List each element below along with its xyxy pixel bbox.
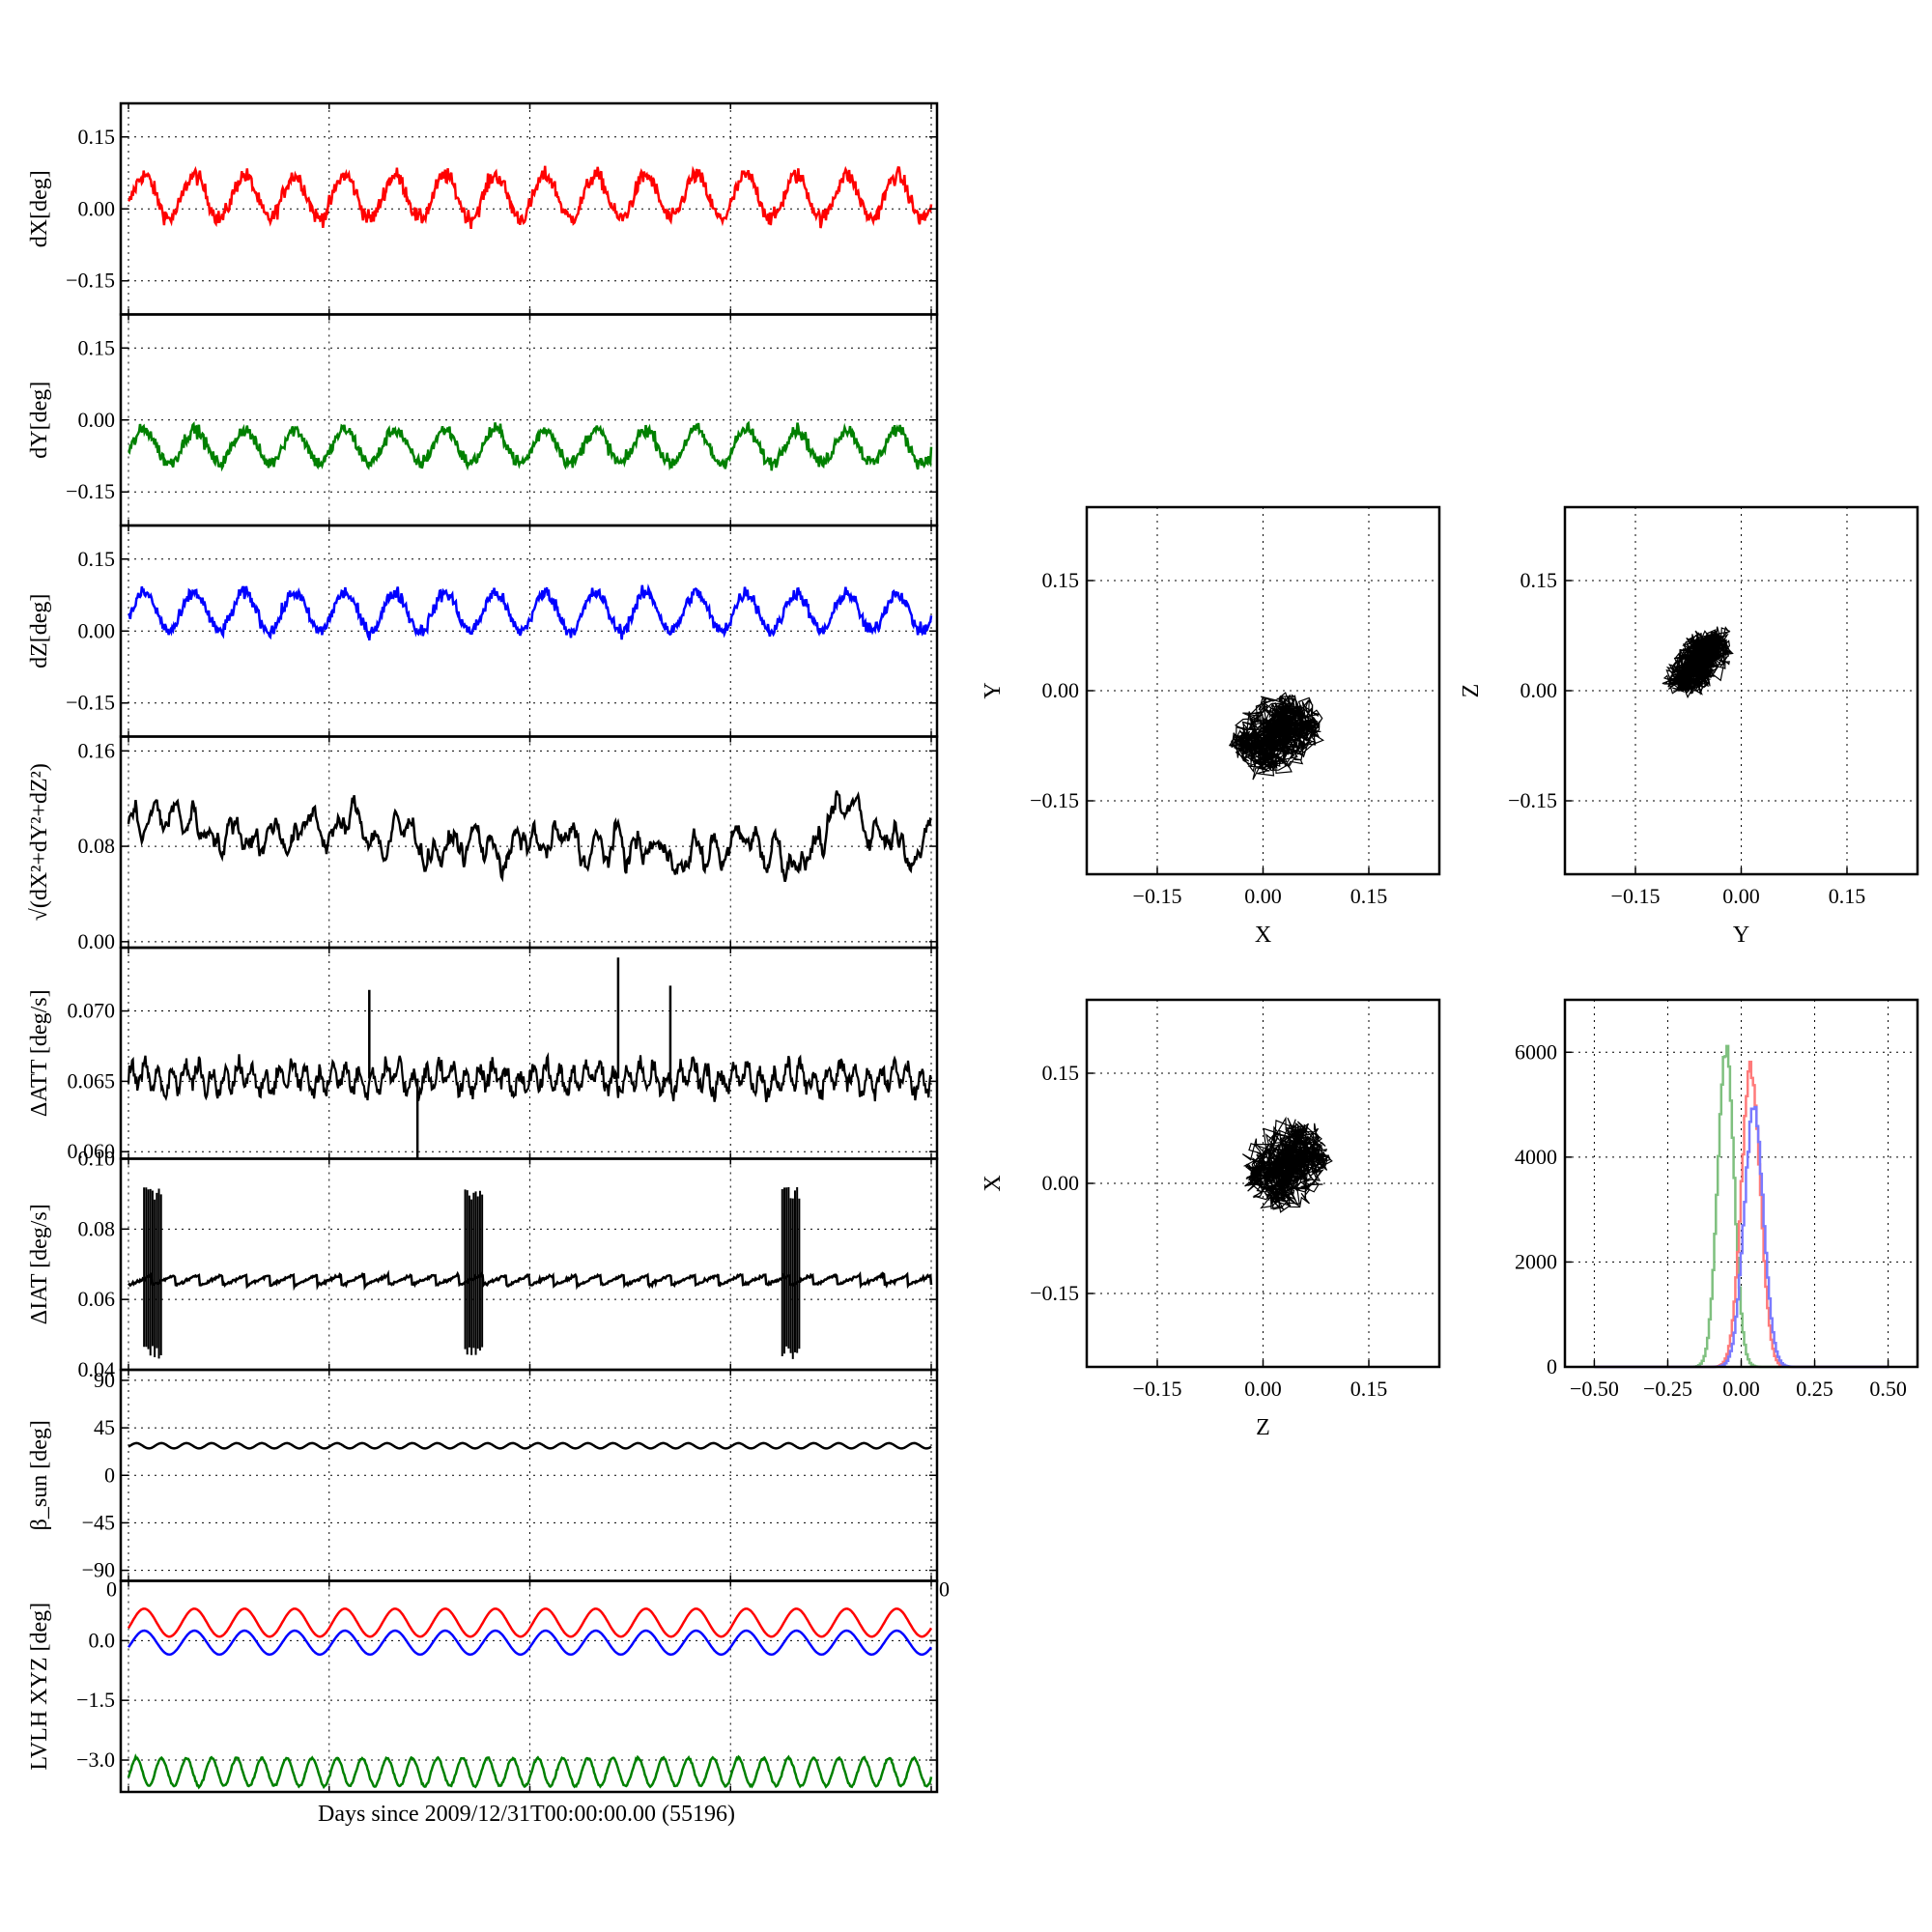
trajectory-path	[1241, 1116, 1333, 1213]
y-tick-label: 0.070	[68, 999, 116, 1023]
y-tick-label: 0.00	[78, 408, 116, 432]
y-tick-label: 0.0	[89, 1628, 116, 1652]
series-line-green	[128, 420, 933, 472]
y-tick-label: −45	[82, 1510, 115, 1534]
histogram-xyz: −0.50 −0.25 0.00 0.25 0.50 6000 4000 2000 0	[1515, 998, 1919, 1401]
axes-frame	[119, 1579, 939, 1794]
y-axis-label: ΔIAT [deg/s]	[27, 1204, 52, 1324]
x-tick-label: −0.25	[1643, 1377, 1692, 1401]
y-tick-label: 0.15	[78, 547, 116, 571]
y-axis-label: X	[980, 1175, 1006, 1191]
y-tick-label: 0.08	[78, 834, 116, 858]
plot-dr-magnitude: 0.16 0.08 0.00 √(dX²+dY²+dZ²)	[27, 735, 939, 953]
y-tick-label: 4000	[1515, 1145, 1557, 1169]
plot-dx: 0.15 0.00 −0.15 dX[deg]	[27, 101, 939, 316]
y-tick-label: 0.15	[1520, 568, 1558, 592]
y-tick-label: −0.15	[1508, 788, 1557, 812]
x-tick-label: −0.15	[1133, 1377, 1182, 1401]
y-tick-label: 0.15	[1042, 1061, 1080, 1085]
axes-frame	[119, 1157, 939, 1372]
y-axis-label: dZ[deg]	[27, 594, 52, 668]
y-tick-label: 45	[94, 1415, 115, 1439]
y-axis-label: √(dX²+dY²+dZ²)	[27, 763, 52, 921]
x-tick-label: 0.00	[1244, 1377, 1282, 1401]
scatter-x-vs-y: −0.15 0.00 0.15 0.15 0.00 −0.15 X Y	[980, 505, 1441, 948]
y-tick-label: 0.04	[78, 1357, 116, 1381]
y-axis-label: ΔATT [deg/s]	[27, 989, 52, 1117]
x-tick-label: 0.25	[1796, 1377, 1833, 1401]
y-tick-label: 0.00	[78, 929, 116, 953]
x-axis-label: X	[1255, 923, 1271, 948]
y-tick-label: 6000	[1515, 1039, 1557, 1064]
plot-beta-sun: 90 45 0 −45 −90 β_sun [deg]	[27, 1368, 939, 1582]
trajectory-path	[1228, 692, 1325, 781]
y-tick-label: −90	[82, 1558, 115, 1582]
series-line-black	[128, 1441, 932, 1450]
x-tick-label: −0.15	[1611, 884, 1661, 908]
series-line-blue	[127, 1629, 933, 1657]
y-tick-label: −0.15	[66, 479, 115, 503]
plot-dy: 0.15 0.00 −0.15 dY[deg]	[27, 313, 939, 527]
y-tick-label: 90	[94, 1368, 115, 1392]
y-tick-label: −3.0	[76, 1747, 115, 1772]
y-tick-label: 0.16	[78, 738, 116, 762]
y-axis-label: LVLH XYZ [deg]	[27, 1603, 52, 1771]
y-tick-label: 0.065	[68, 1068, 116, 1093]
plot-dz: 0.15 0.00 −0.15 dZ[deg]	[27, 524, 939, 738]
y-tick-label: 0.15	[78, 335, 116, 359]
y-tick-label: 0.00	[1042, 1171, 1080, 1195]
y-tick-label: −0.15	[66, 691, 115, 715]
y-tick-label: 0.15	[1042, 568, 1080, 592]
y-tick-label: 0.00	[78, 618, 116, 642]
y-tick-label: 0.00	[1520, 678, 1558, 702]
corner-label: 0	[106, 1577, 117, 1602]
x-axis-label: Z	[1256, 1415, 1270, 1440]
axes-frame	[119, 946, 939, 1160]
y-tick-label: −1.5	[76, 1688, 115, 1712]
y-tick-label: −0.15	[1030, 788, 1079, 812]
y-axis-label: dX[deg]	[27, 170, 52, 247]
y-tick-label: 0.06	[78, 1287, 116, 1311]
scatter-z-vs-x: −0.15 0.00 0.15 0.15 0.00 −0.15 Z X	[980, 998, 1441, 1440]
x-tick-label: 0.00	[1722, 884, 1760, 908]
y-axis-label: Z	[1459, 684, 1484, 698]
series-line-green	[127, 1753, 933, 1790]
y-tick-label: 0.060	[68, 1139, 116, 1163]
y-tick-label: 0	[104, 1463, 115, 1487]
y-tick-label: 2000	[1515, 1249, 1557, 1273]
x-axis-label: Days since 2009/12/31T00:00:00.00 (55196…	[318, 1802, 735, 1827]
series-line-black	[127, 1052, 933, 1103]
trajectory-path	[1662, 626, 1734, 699]
series-line-blue	[128, 583, 933, 641]
plot-delta-att: 0.070 0.065 0.060 ΔATT [deg/s]	[27, 946, 939, 1163]
x-axis-label: Y	[1733, 923, 1749, 948]
x-tick-label: 0.15	[1350, 884, 1388, 908]
series-line-red	[128, 165, 933, 230]
y-tick-label: 0.00	[1042, 678, 1080, 702]
y-tick-label: 0.10	[78, 1147, 116, 1171]
plot-delta-iat: 0.10 0.08 0.06 0.04 ΔIAT [deg/s]	[27, 1147, 939, 1381]
y-axis-label: β_sun [deg]	[27, 1420, 52, 1530]
y-tick-label: 0.08	[78, 1216, 116, 1240]
series-line-red	[127, 1607, 933, 1638]
x-tick-label: 0.15	[1829, 884, 1866, 908]
x-tick-label: −0.15	[1133, 884, 1182, 908]
y-tick-label: −0.15	[66, 269, 115, 293]
y-axis-label: Y	[980, 682, 1006, 698]
x-tick-label: 0.00	[1722, 1377, 1760, 1401]
y-tick-label: −0.15	[1030, 1281, 1079, 1305]
y-tick-label: 0	[1547, 1354, 1557, 1378]
x-tick-label: −0.50	[1570, 1377, 1619, 1401]
x-tick-label: 0.50	[1869, 1377, 1907, 1401]
y-axis-label: dY[deg]	[27, 382, 52, 459]
y-tick-label: 0.00	[78, 196, 116, 220]
x-tick-label: 0.15	[1350, 1377, 1388, 1401]
scatter-y-vs-z: −0.15 0.00 0.15 0.15 0.00 −0.15 Y Z	[1459, 505, 1919, 948]
y-tick-label: 0.15	[78, 125, 116, 149]
plot-lvlh-xyz: 0.0 −1.5 −3.0 LVLH XYZ [deg] 0 0	[27, 1577, 950, 1794]
x-tick-label: 0.00	[1244, 884, 1282, 908]
series-line-black	[127, 790, 932, 883]
corner-label: 0	[939, 1577, 950, 1602]
